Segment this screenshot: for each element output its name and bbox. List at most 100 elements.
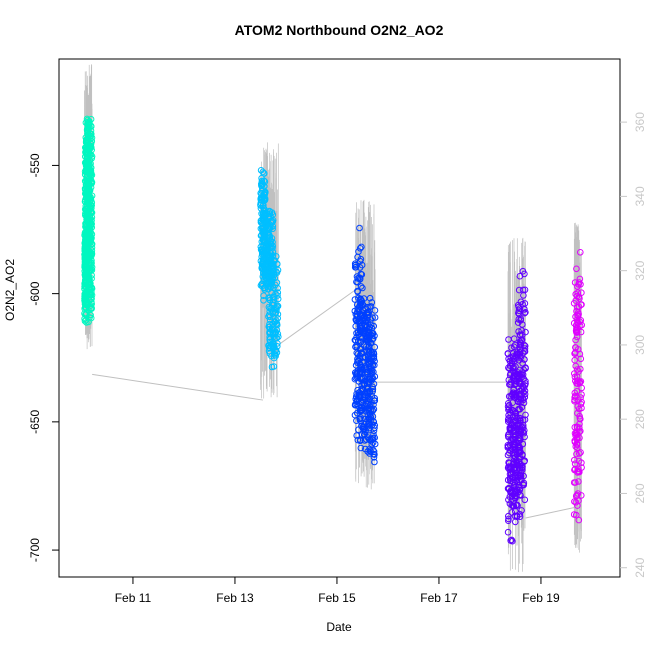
data-point	[521, 416, 529, 424]
data-point	[364, 370, 372, 378]
data-point	[572, 443, 580, 450]
data-point	[517, 298, 525, 306]
data-point	[260, 170, 268, 177]
data-point	[365, 404, 372, 412]
data-point	[364, 416, 372, 423]
data-point	[265, 230, 273, 237]
x-tick-label: Feb 19	[522, 591, 560, 605]
y-axis-right: 240 260 280 300 320 340 360	[620, 112, 647, 578]
data-point	[85, 120, 92, 127]
data-point	[572, 499, 580, 506]
data-point	[505, 512, 512, 520]
data-point	[576, 379, 583, 387]
data-point	[266, 258, 273, 265]
data-point	[516, 434, 524, 442]
data-point	[269, 252, 277, 259]
data-point	[577, 415, 584, 423]
data-point	[575, 465, 582, 473]
data-point	[577, 249, 584, 256]
y-tick-label-right: 240	[633, 557, 647, 577]
data-point	[357, 444, 365, 452]
data-point	[266, 296, 274, 304]
data-point	[269, 218, 277, 226]
y-tick-label-right: 320	[633, 260, 647, 280]
data-point	[365, 309, 373, 317]
data-point	[86, 123, 93, 130]
data-point	[83, 139, 91, 146]
data-point	[87, 238, 95, 246]
data-point	[370, 454, 378, 461]
series-points	[257, 167, 282, 371]
data-point	[508, 509, 516, 516]
data-point	[520, 481, 528, 489]
data-point	[351, 296, 359, 303]
data-point	[84, 165, 91, 172]
y-tick-label-right: 360	[633, 112, 647, 132]
data-point	[262, 189, 269, 196]
data-point	[516, 305, 524, 312]
data-point	[354, 288, 362, 296]
data-point	[574, 289, 582, 297]
data-point	[511, 408, 519, 415]
data-point	[358, 297, 366, 305]
data-point	[368, 349, 375, 356]
data-point	[257, 202, 264, 209]
data-point	[571, 438, 579, 446]
data-point	[364, 448, 372, 455]
data-point	[351, 411, 359, 419]
data-point	[367, 401, 374, 409]
data-point	[515, 357, 523, 364]
data-point	[369, 374, 377, 382]
data-point	[265, 253, 273, 260]
data-point	[573, 325, 580, 332]
data-point	[370, 322, 378, 330]
data-point	[365, 339, 372, 346]
y-tick-label-left: -700	[28, 538, 42, 562]
data-point	[571, 356, 579, 364]
data-point	[517, 461, 525, 468]
data-point	[516, 491, 524, 499]
data-point	[354, 279, 361, 286]
data-point	[511, 494, 519, 501]
data-point	[260, 297, 267, 304]
data-point	[369, 421, 376, 429]
data-point	[81, 317, 89, 325]
data-point	[357, 345, 365, 353]
data-point	[573, 388, 581, 395]
data-point	[369, 330, 377, 337]
data-point	[85, 261, 93, 269]
data-point	[259, 246, 267, 254]
data-point	[521, 496, 529, 504]
data-point	[356, 437, 364, 445]
data-point	[274, 295, 282, 303]
series-points	[504, 267, 529, 545]
data-point	[578, 459, 585, 467]
data-point	[358, 261, 366, 269]
data-point	[365, 325, 373, 333]
data-point	[512, 502, 520, 509]
data-point	[370, 368, 377, 376]
data-point	[270, 363, 278, 370]
data-point	[572, 336, 579, 344]
data-point	[371, 458, 378, 466]
data-point	[86, 213, 94, 221]
data-point	[576, 424, 583, 431]
data-point	[516, 510, 524, 518]
data-point	[87, 311, 94, 319]
data-point	[574, 444, 581, 452]
data-point	[521, 305, 528, 313]
data-point	[520, 472, 527, 480]
data-point	[571, 396, 578, 404]
data-point	[85, 273, 93, 281]
data-point	[366, 395, 373, 403]
data-point	[517, 341, 525, 349]
data-point	[269, 340, 277, 347]
data-point	[516, 449, 523, 456]
data-point	[364, 308, 372, 316]
data-point	[371, 307, 379, 314]
data-point	[576, 450, 583, 457]
series-points	[570, 249, 586, 524]
data-point	[358, 349, 366, 357]
data-point	[504, 528, 512, 536]
data-point	[516, 338, 524, 346]
